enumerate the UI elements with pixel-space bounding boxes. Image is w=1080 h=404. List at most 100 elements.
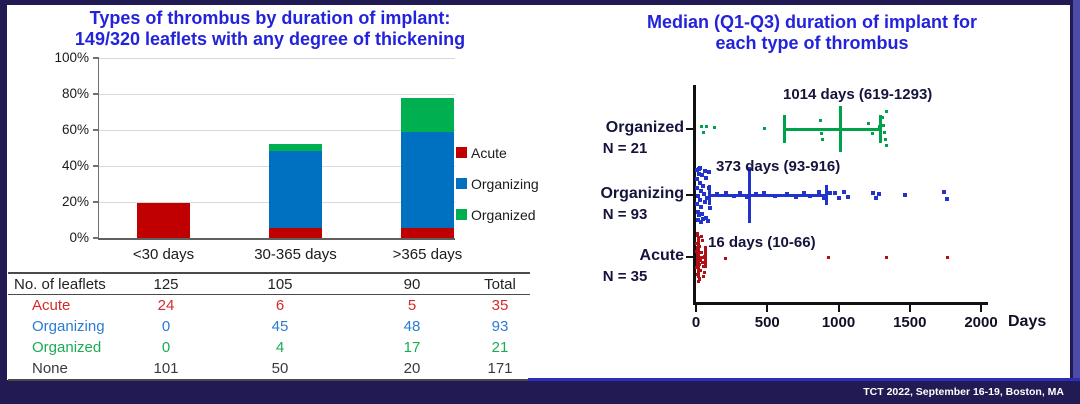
bar-segment-acute	[137, 203, 190, 238]
table-row-label: No. of leaflets	[14, 275, 106, 293]
data-point	[695, 194, 700, 198]
y-axis-tick	[93, 237, 99, 239]
data-point	[705, 124, 709, 128]
data-point	[698, 258, 702, 262]
gridline	[99, 93, 455, 95]
group-n-label: N = 35	[602, 268, 648, 285]
x-axis-tick	[980, 304, 982, 312]
data-point	[820, 137, 824, 141]
data-point	[762, 191, 767, 195]
x-axis-line	[97, 238, 455, 240]
table-row-label: Organized	[32, 339, 102, 356]
y-axis-tick	[93, 57, 99, 59]
right-edge-accent	[1073, 0, 1080, 382]
data-point	[704, 246, 708, 250]
data-point	[883, 137, 887, 141]
table-cell: 48	[403, 318, 421, 335]
data-point	[700, 217, 705, 221]
table-header-row: No. of leaflets 125 105 90 Total	[8, 274, 530, 295]
q3-cap	[825, 185, 829, 205]
data-point	[699, 234, 703, 238]
x-axis-tick-label: 500	[754, 314, 780, 331]
table-cell: 45	[271, 318, 289, 335]
y-axis-tick	[93, 129, 99, 131]
data-point	[818, 118, 822, 122]
data-point	[703, 216, 708, 220]
y-axis-tick	[93, 201, 99, 203]
iqr-whisker	[784, 127, 881, 131]
x-axis-tick-label: 1500	[893, 314, 927, 331]
data-point	[700, 212, 705, 216]
category-tick	[686, 256, 693, 258]
dotplot-x-axis-line	[693, 302, 988, 305]
table-cell: Total	[484, 275, 516, 293]
data-point	[700, 260, 704, 264]
data-point	[701, 130, 705, 134]
data-point	[873, 196, 878, 200]
data-point	[702, 169, 707, 173]
data-point	[773, 194, 778, 198]
data-point	[808, 194, 812, 198]
data-point	[701, 184, 706, 188]
data-point	[695, 218, 700, 222]
bar-segment-acute	[401, 228, 454, 238]
data-point	[870, 191, 875, 195]
table-cell: 35	[491, 297, 509, 314]
data-point	[697, 198, 702, 202]
data-point	[699, 268, 703, 272]
data-point	[867, 121, 871, 125]
table-row: Acute 24 6 5 35	[8, 295, 530, 316]
data-point	[698, 220, 703, 224]
data-point	[884, 143, 888, 147]
table-cell: 17	[403, 339, 421, 356]
legend-label-acute: Acute	[471, 145, 507, 161]
x-axis-tick	[837, 304, 840, 312]
data-point	[696, 213, 701, 217]
legend-swatch-organizing	[456, 178, 467, 189]
data-point	[695, 241, 699, 245]
table-cell: 6	[275, 297, 285, 314]
table-row-label: Organizing	[32, 318, 105, 335]
left-chart-title: Types of thrombus by duration of implant…	[10, 8, 530, 50]
data-point	[695, 265, 699, 269]
data-point	[738, 191, 743, 195]
footer-bar: TCT 2022, September 16-19, Boston, MA	[0, 381, 1080, 404]
data-point	[702, 254, 706, 258]
left-chart-title-line1: Types of thrombus by duration of implant…	[89, 8, 451, 28]
table-cell: 93	[491, 318, 509, 335]
median-annotation: 16 days (10-66)	[708, 234, 816, 251]
data-point	[903, 193, 908, 197]
data-point	[715, 192, 720, 196]
right-chart-title: Median (Q1-Q3) duration of implant for e…	[592, 12, 1032, 54]
data-point	[826, 255, 830, 259]
data-point	[697, 181, 702, 185]
data-point	[870, 131, 874, 135]
x-category-label: 30-365 days	[254, 246, 337, 263]
group-label: Organized	[605, 119, 684, 136]
data-point	[753, 192, 758, 196]
data-point	[842, 190, 847, 194]
data-point	[698, 189, 703, 193]
data-point	[695, 186, 700, 190]
iqr-whisker	[697, 255, 706, 259]
data-point	[695, 202, 700, 206]
y-axis-label: 80%	[61, 86, 89, 101]
x-category-label: <30 days	[132, 246, 195, 263]
y-axis-line	[97, 58, 99, 239]
table-row: Organizing 0 45 48 93	[8, 316, 530, 337]
data-point	[877, 192, 882, 196]
data-point	[793, 195, 798, 199]
data-point	[832, 191, 837, 195]
data-point	[696, 236, 700, 240]
bar-segment-organized	[269, 143, 322, 151]
data-point	[696, 210, 701, 214]
q1-cap	[782, 115, 786, 143]
data-point	[704, 176, 709, 180]
x-axis-tick	[695, 304, 697, 312]
table-cell: 20	[403, 360, 421, 377]
data-point	[705, 196, 710, 200]
data-point	[697, 252, 701, 256]
table-cell: 125	[153, 275, 179, 293]
x-axis-tick-label: 1000	[821, 314, 856, 331]
